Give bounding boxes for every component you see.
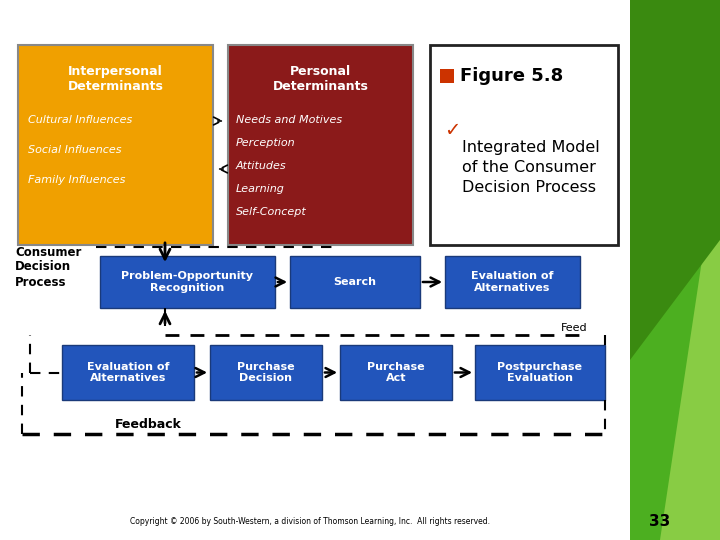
Text: Social Influences: Social Influences (28, 145, 122, 155)
Polygon shape (630, 0, 720, 360)
Text: Integrated Model
of the Consumer
Decision Process: Integrated Model of the Consumer Decisio… (462, 140, 600, 194)
Bar (0, 0, 630, 270)
Bar (475, 345, 605, 400)
Polygon shape (630, 0, 720, 540)
Bar (290, 256, 420, 308)
Bar (445, 256, 580, 308)
Text: Personal
Determinants: Personal Determinants (273, 65, 369, 93)
Text: Learning: Learning (236, 184, 285, 194)
Bar (210, 345, 322, 400)
Text: Perception: Perception (236, 138, 296, 148)
Bar (340, 345, 452, 400)
Bar (18, 45, 213, 245)
Text: Consumer
Decision
Process: Consumer Decision Process (15, 246, 81, 288)
Bar (100, 256, 275, 308)
Text: Family Influences: Family Influences (28, 175, 125, 185)
Text: Evaluation of
Alternatives: Evaluation of Alternatives (86, 362, 169, 383)
Text: 33: 33 (649, 515, 670, 530)
Text: Cultural Influences: Cultural Influences (28, 115, 132, 125)
Text: ✓: ✓ (444, 120, 460, 139)
Text: Postpurchase
Evaluation: Postpurchase Evaluation (498, 362, 582, 383)
Text: Problem-Opportunity
Recognition: Problem-Opportunity Recognition (122, 271, 253, 293)
Polygon shape (660, 140, 720, 540)
Bar (62, 345, 194, 400)
Text: Purchase
Decision: Purchase Decision (237, 362, 294, 383)
Text: Figure 5.8: Figure 5.8 (460, 67, 563, 85)
Bar (440, 69, 454, 83)
Text: Copyright © 2006 by South-Western, a division of Thomson Learning, Inc.  All rig: Copyright © 2006 by South-Western, a div… (130, 517, 490, 526)
Bar (228, 45, 413, 245)
Text: Attitudes: Attitudes (236, 161, 287, 171)
Text: Evaluation of
Alternatives: Evaluation of Alternatives (472, 271, 554, 293)
Text: Feedback: Feedback (115, 418, 182, 431)
Text: Purchase
Act: Purchase Act (367, 362, 425, 383)
Text: Self-Concept: Self-Concept (236, 207, 307, 217)
Text: Interpersonal
Determinants: Interpersonal Determinants (68, 65, 163, 93)
Text: Needs and Motives: Needs and Motives (236, 115, 342, 125)
Bar (430, 45, 618, 245)
Text: Feed: Feed (560, 323, 587, 333)
Text: Search: Search (333, 277, 377, 287)
